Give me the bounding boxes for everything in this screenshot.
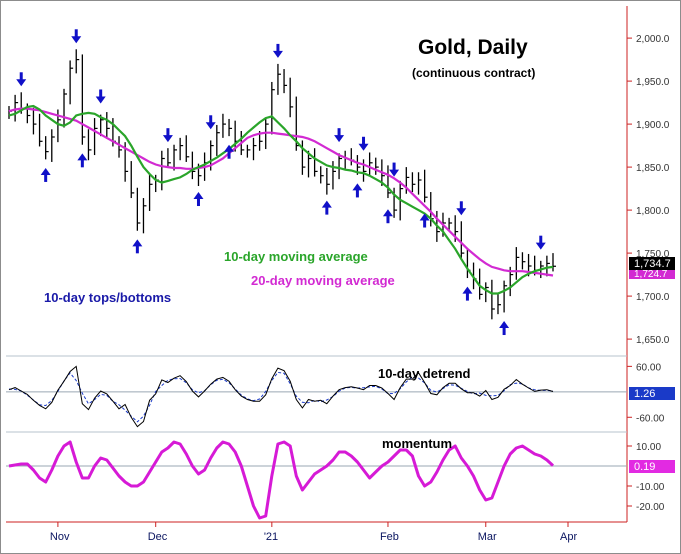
bottom-arrow-head <box>132 239 143 247</box>
momentum-last-badge <box>629 460 675 473</box>
ma20-line <box>8 107 554 277</box>
top-arrow-head <box>389 169 400 177</box>
top-arrow-head <box>16 79 27 87</box>
price-ytick-label: 1,650.0 <box>636 335 670 346</box>
price-ytick-label: 2,000.0 <box>636 34 670 45</box>
top-arrow-head <box>272 50 283 58</box>
price-ytick-label: 1,800.0 <box>636 206 670 217</box>
momentum-ytick-label: 10.00 <box>636 442 661 453</box>
bottom-arrow-head <box>462 286 473 294</box>
ma10-line <box>8 104 554 295</box>
x-tick-label: Mar <box>478 531 497 543</box>
momentum-ytick-label: -10.00 <box>636 482 665 493</box>
bottom-arrow-head <box>40 167 51 175</box>
momentum-ytick-label: -20.00 <box>636 502 665 513</box>
x-tick-label: Apr <box>560 531 577 543</box>
top-arrow-head <box>334 135 345 143</box>
top-arrow-head <box>535 242 546 250</box>
ma20-label: 20-day moving average <box>251 273 395 288</box>
ma20-last-badge <box>629 268 675 279</box>
x-tick-label: Dec <box>148 531 168 543</box>
ma10-label: 10-day moving average <box>224 249 368 264</box>
momentum-label: momentum <box>382 436 452 451</box>
price-ytick-label: 1,950.0 <box>636 77 670 88</box>
detrend-label: 10-day detrend <box>378 366 471 381</box>
price-ytick-label: 1,850.0 <box>636 163 670 174</box>
bottom-arrow-head <box>321 200 332 208</box>
detrend-signal-line <box>8 371 554 423</box>
bottom-arrow-head <box>224 144 235 152</box>
detrend-ytick-label: -60.00 <box>636 413 665 424</box>
detrend-last-badge <box>629 387 675 400</box>
last-price-badge <box>629 257 675 270</box>
price-ytick-label: 1,900.0 <box>636 120 670 131</box>
x-tick-label: '21 <box>264 531 278 543</box>
ma20-last-value: 1,724.7 <box>634 269 668 280</box>
price-ytick-label: 1,700.0 <box>636 292 670 303</box>
detrend-line <box>8 365 554 428</box>
x-tick-label: Nov <box>50 531 70 543</box>
top-arrow-head <box>358 143 369 151</box>
top-arrow-head <box>95 96 106 104</box>
top-arrow-head <box>71 36 82 44</box>
bottom-arrow-head <box>499 321 510 329</box>
bottom-arrow-head <box>382 209 393 217</box>
bottom-arrow-head <box>352 183 363 191</box>
bottom-arrow-head <box>193 192 204 200</box>
tops-bottoms-note: 10-day tops/bottoms <box>44 290 171 305</box>
last-price-value: 1,734.7 <box>634 258 671 270</box>
bottom-arrow-head <box>419 213 430 221</box>
price-ytick-label: 1,750.0 <box>636 249 670 260</box>
x-tick-label: Feb <box>380 531 399 543</box>
detrend-last-value: 1.26 <box>634 388 655 400</box>
top-arrow-head <box>456 208 467 216</box>
momentum-line <box>8 440 555 520</box>
chart-subtitle: (continuous contract) <box>412 66 535 80</box>
momentum-last-value: 0.19 <box>634 461 655 473</box>
top-arrow-head <box>205 122 216 130</box>
detrend-ytick-label: 60.00 <box>636 362 661 373</box>
chart-title: Gold, Daily <box>418 36 528 59</box>
bottom-arrow-head <box>77 153 88 161</box>
top-arrow-head <box>162 135 173 143</box>
